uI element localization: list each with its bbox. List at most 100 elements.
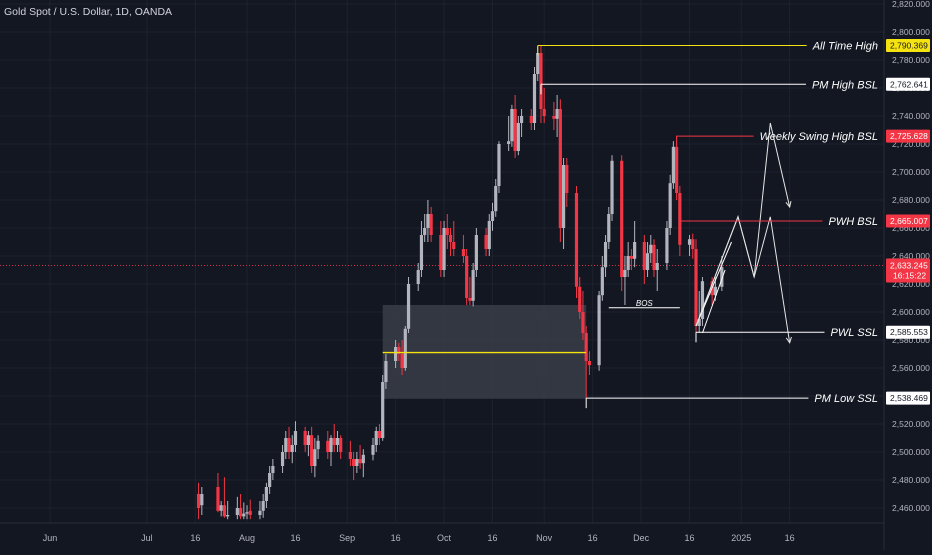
level-pm-high-bsl-badge: [886, 77, 930, 91]
candle-body: [332, 438, 336, 445]
time-axis-tick: 16: [391, 533, 401, 543]
candle-body: [574, 193, 579, 287]
candle-body: [439, 235, 443, 270]
time-axis-tick: Aug: [239, 533, 255, 543]
level-pm-high-bsl-badge-text: 2,762.641: [890, 79, 928, 89]
candle-body: [406, 284, 411, 329]
time-axis-tick: 16: [488, 533, 498, 543]
candle-body: [558, 109, 562, 228]
projection-path-up-arrowhead: [785, 201, 792, 209]
level-pwl-ssl-badge-text: 2,585.553: [890, 327, 928, 337]
bos-label: BOS: [636, 299, 654, 308]
candle-body: [248, 510, 252, 515]
level-weekly-swing-high-bsl-badge-text: 2,725.628: [890, 131, 928, 141]
candle-body: [697, 319, 701, 326]
time-axis-tick: 2025: [731, 533, 751, 543]
candle-body: [626, 256, 630, 270]
price-axis-tick: 2,640.000: [892, 251, 930, 261]
price-axis-tick: 2,500.000: [892, 447, 930, 457]
level-all-time-high-badge: [886, 38, 930, 52]
candle-body: [487, 221, 491, 249]
price-axis-tick: 2,480.000: [892, 475, 930, 485]
candle-body: [290, 445, 294, 452]
candle-body: [578, 286, 582, 312]
candle-body: [426, 214, 430, 228]
candle-body: [471, 270, 475, 301]
candle-body: [355, 459, 359, 466]
candle-body: [529, 116, 533, 123]
candle-body: [361, 454, 365, 464]
candle-body: [226, 515, 230, 517]
candle-body: [584, 333, 588, 361]
candle-body: [394, 347, 398, 361]
wedge-lower-line: [701, 269, 726, 334]
candle-body: [555, 109, 559, 119]
level-label-pwl-ssl: PWL SSL: [831, 327, 879, 339]
candle-body: [552, 116, 556, 119]
candle-body: [352, 459, 356, 466]
price-axis-tick: 2,740.000: [892, 111, 930, 121]
candle-body: [264, 487, 269, 501]
current-price-countdown: 16:15:22: [893, 270, 926, 280]
wedge-upper-line: [695, 241, 732, 327]
candle-body: [587, 361, 592, 366]
current-price-badge: [886, 258, 930, 283]
candle-body: [280, 452, 285, 466]
candle-body: [516, 123, 520, 151]
candle-body: [329, 438, 333, 452]
candle-body: [400, 354, 404, 368]
price-axis-tick: 2,780.000: [892, 55, 930, 65]
candle-body: [261, 501, 265, 511]
price-axis-tick: 2,580.000: [892, 335, 930, 345]
candle-body: [397, 347, 401, 354]
time-axis-tick: Oct: [437, 533, 452, 543]
candle-body: [675, 146, 679, 193]
time-axis-tick: 16: [785, 533, 795, 543]
candle-body: [713, 286, 717, 296]
candle-body: [245, 512, 249, 514]
candle-body: [348, 452, 352, 459]
price-axis-tick: 2,620.000: [892, 279, 930, 289]
candle-body: [720, 267, 724, 287]
candle-body: [268, 473, 272, 487]
candle-body: [377, 431, 382, 438]
price-axis-tick: 2,720.000: [892, 139, 930, 149]
candle-body: [416, 270, 420, 284]
candle-body: [326, 440, 330, 452]
level-label-all-time-high: All Time High: [812, 40, 878, 52]
level-pwh-bsl-badge-text: 2,665.007: [890, 216, 928, 226]
candle-body: [581, 312, 585, 333]
candle-body: [645, 253, 650, 270]
candle-body: [603, 242, 608, 268]
candle-body: [629, 256, 633, 259]
time-axis-tick: Dec: [633, 533, 650, 543]
time-axis-tick: Jul: [141, 533, 153, 543]
candle-body: [513, 109, 517, 151]
candle-body: [700, 281, 705, 319]
current-price-value: 2,633.245: [890, 260, 928, 270]
candle-body: [668, 183, 672, 228]
candle-body: [429, 214, 433, 235]
candle-body: [196, 494, 201, 508]
candle-body: [339, 438, 343, 452]
level-label-weekly-swing-high-bsl: Weekly Swing High BSL: [760, 131, 878, 143]
candle-body: [258, 510, 262, 515]
symbol-title: Gold Spot / U.S. Dollar, 1D, OANDA: [4, 6, 173, 18]
price-axis-tick: 2,460.000: [892, 503, 930, 513]
candle-body: [565, 165, 569, 193]
projection-path-down-arrowhead: [785, 336, 792, 344]
candle-body: [687, 239, 692, 245]
projection-path-up: [695, 122, 791, 327]
candle-body: [303, 431, 307, 445]
candle-body: [655, 263, 659, 270]
candle-body: [238, 508, 243, 517]
candle-body: [510, 109, 514, 142]
candle-body: [620, 160, 624, 277]
candle-body: [497, 144, 501, 186]
candle-body: [381, 382, 385, 438]
candle-body: [519, 116, 524, 123]
candle-body: [671, 146, 675, 184]
candle-body: [371, 445, 375, 455]
